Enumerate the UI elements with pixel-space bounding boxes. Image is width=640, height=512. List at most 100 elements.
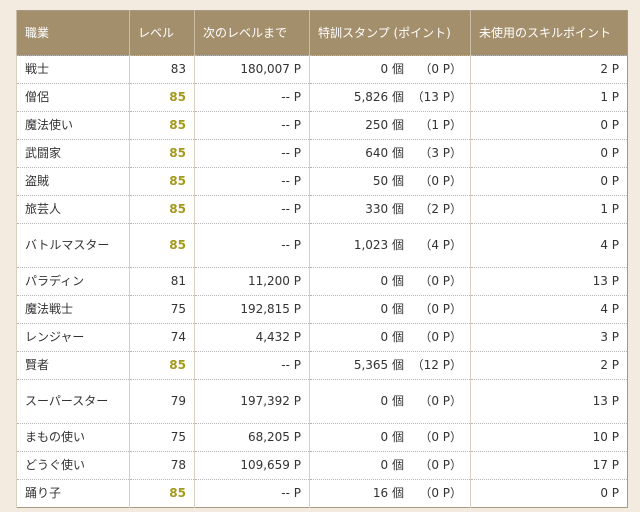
job-name: 旅芸人 (16, 195, 130, 224)
table-row: 僧侶 85 -- P 5,826 個 （13 P） 1 P (16, 83, 628, 112)
stamp-count: 0 個 （0 P） (309, 323, 471, 352)
unused-skill-points: 10 P (470, 423, 628, 452)
level: 85 (129, 83, 195, 112)
next-level-exp: 109,659 P (194, 451, 310, 480)
level: 83 (129, 55, 195, 84)
job-name: スーパースター (16, 379, 130, 424)
stamp-points: （0 P） (419, 430, 462, 444)
stamps: 16 個 (372, 486, 404, 500)
level: 85 (129, 479, 195, 508)
unused-skill-points: 0 P (470, 139, 628, 168)
level: 85 (129, 223, 195, 268)
stamps: 0 個 (380, 458, 404, 472)
unused-skill-points: 4 P (470, 223, 628, 268)
stamp-points: （1 P） (419, 118, 462, 132)
header-level: レベル (129, 10, 195, 56)
stamps: 1,023 個 (353, 238, 404, 252)
stamp-count: 1,023 個 （4 P） (309, 223, 471, 268)
level: 85 (129, 195, 195, 224)
unused-skill-points: 0 P (470, 479, 628, 508)
stamps: 250 個 (365, 118, 404, 132)
job-name: パラディン (16, 267, 130, 296)
table-row: スーパースター 79 197,392 P 0 個 （0 P） 13 P (16, 379, 628, 424)
table-row: 踊り子 85 -- P 16 個 （0 P） 0 P (16, 479, 628, 508)
stamp-points: （0 P） (419, 174, 462, 188)
stamps: 5,826 個 (353, 90, 404, 104)
level: 85 (129, 139, 195, 168)
next-level-exp: -- P (194, 223, 310, 268)
unused-skill-points: 13 P (470, 267, 628, 296)
stamp-count: 0 個 （0 P） (309, 295, 471, 324)
table-header: 職業 レベル 次のレベルまで 特訓スタンプ (ポイント) 未使用のスキルポイント (16, 10, 628, 56)
stamps: 50 個 (372, 174, 404, 188)
table-row: 戦士 83 180,007 P 0 個 （0 P） 2 P (16, 55, 628, 84)
stamp-count: 0 個 （0 P） (309, 379, 471, 424)
next-level-exp: -- P (194, 111, 310, 140)
job-name: 魔法使い (16, 111, 130, 140)
header-next-level: 次のレベルまで (194, 10, 310, 56)
unused-skill-points: 0 P (470, 111, 628, 140)
table-row: 賢者 85 -- P 5,365 個 （12 P） 2 P (16, 351, 628, 380)
next-level-exp: -- P (194, 139, 310, 168)
next-level-exp: -- P (194, 479, 310, 508)
stamp-points: （0 P） (419, 330, 462, 344)
job-status-table: 職業 レベル 次のレベルまで 特訓スタンプ (ポイント) 未使用のスキルポイント… (16, 10, 628, 508)
next-level-exp: 180,007 P (194, 55, 310, 84)
stamps: 0 個 (380, 62, 404, 76)
stamps: 0 個 (380, 394, 404, 408)
stamp-points: （4 P） (419, 238, 462, 252)
unused-skill-points: 1 P (470, 83, 628, 112)
stamp-count: 5,365 個 （12 P） (309, 351, 471, 380)
stamp-points: （0 P） (419, 274, 462, 288)
level: 81 (129, 267, 195, 296)
level: 78 (129, 451, 195, 480)
next-level-exp: -- P (194, 83, 310, 112)
stamp-count: 0 個 （0 P） (309, 55, 471, 84)
stamps: 0 個 (380, 330, 404, 344)
stamp-points: （2 P） (419, 202, 462, 216)
stamps: 330 個 (365, 202, 404, 216)
unused-skill-points: 4 P (470, 295, 628, 324)
unused-skill-points: 3 P (470, 323, 628, 352)
table-row: バトルマスター 85 -- P 1,023 個 （4 P） 4 P (16, 223, 628, 268)
table-row: レンジャー 74 4,432 P 0 個 （0 P） 3 P (16, 323, 628, 352)
stamp-points: （0 P） (419, 486, 462, 500)
stamp-points: （0 P） (419, 62, 462, 76)
job-name: 魔法戦士 (16, 295, 130, 324)
level: 75 (129, 423, 195, 452)
stamp-count: 5,826 個 （13 P） (309, 83, 471, 112)
table-row: 旅芸人 85 -- P 330 個 （2 P） 1 P (16, 195, 628, 224)
stamps: 0 個 (380, 274, 404, 288)
stamp-points: （3 P） (419, 146, 462, 160)
job-name: レンジャー (16, 323, 130, 352)
unused-skill-points: 0 P (470, 167, 628, 196)
stamp-points: （12 P） (411, 358, 462, 372)
stamp-count: 0 個 （0 P） (309, 451, 471, 480)
stamp-points: （0 P） (419, 458, 462, 472)
level: 79 (129, 379, 195, 424)
unused-skill-points: 13 P (470, 379, 628, 424)
stamp-count: 640 個 （3 P） (309, 139, 471, 168)
stamp-points: （13 P） (411, 90, 462, 104)
unused-skill-points: 2 P (470, 351, 628, 380)
table-row: どうぐ使い 78 109,659 P 0 個 （0 P） 17 P (16, 451, 628, 480)
next-level-exp: 197,392 P (194, 379, 310, 424)
next-level-exp: 192,815 P (194, 295, 310, 324)
unused-skill-points: 1 P (470, 195, 628, 224)
stamps: 0 個 (380, 302, 404, 316)
stamps: 5,365 個 (353, 358, 404, 372)
next-level-exp: 11,200 P (194, 267, 310, 296)
stamp-count: 0 個 （0 P） (309, 267, 471, 296)
table-row: 魔法戦士 75 192,815 P 0 個 （0 P） 4 P (16, 295, 628, 324)
next-level-exp: 68,205 P (194, 423, 310, 452)
table-row: 魔法使い 85 -- P 250 個 （1 P） 0 P (16, 111, 628, 140)
stamps: 640 個 (365, 146, 404, 160)
next-level-exp: 4,432 P (194, 323, 310, 352)
job-name: まもの使い (16, 423, 130, 452)
next-level-exp: -- P (194, 195, 310, 224)
job-name: 賢者 (16, 351, 130, 380)
level: 85 (129, 111, 195, 140)
next-level-exp: -- P (194, 167, 310, 196)
level: 85 (129, 167, 195, 196)
unused-skill-points: 2 P (470, 55, 628, 84)
